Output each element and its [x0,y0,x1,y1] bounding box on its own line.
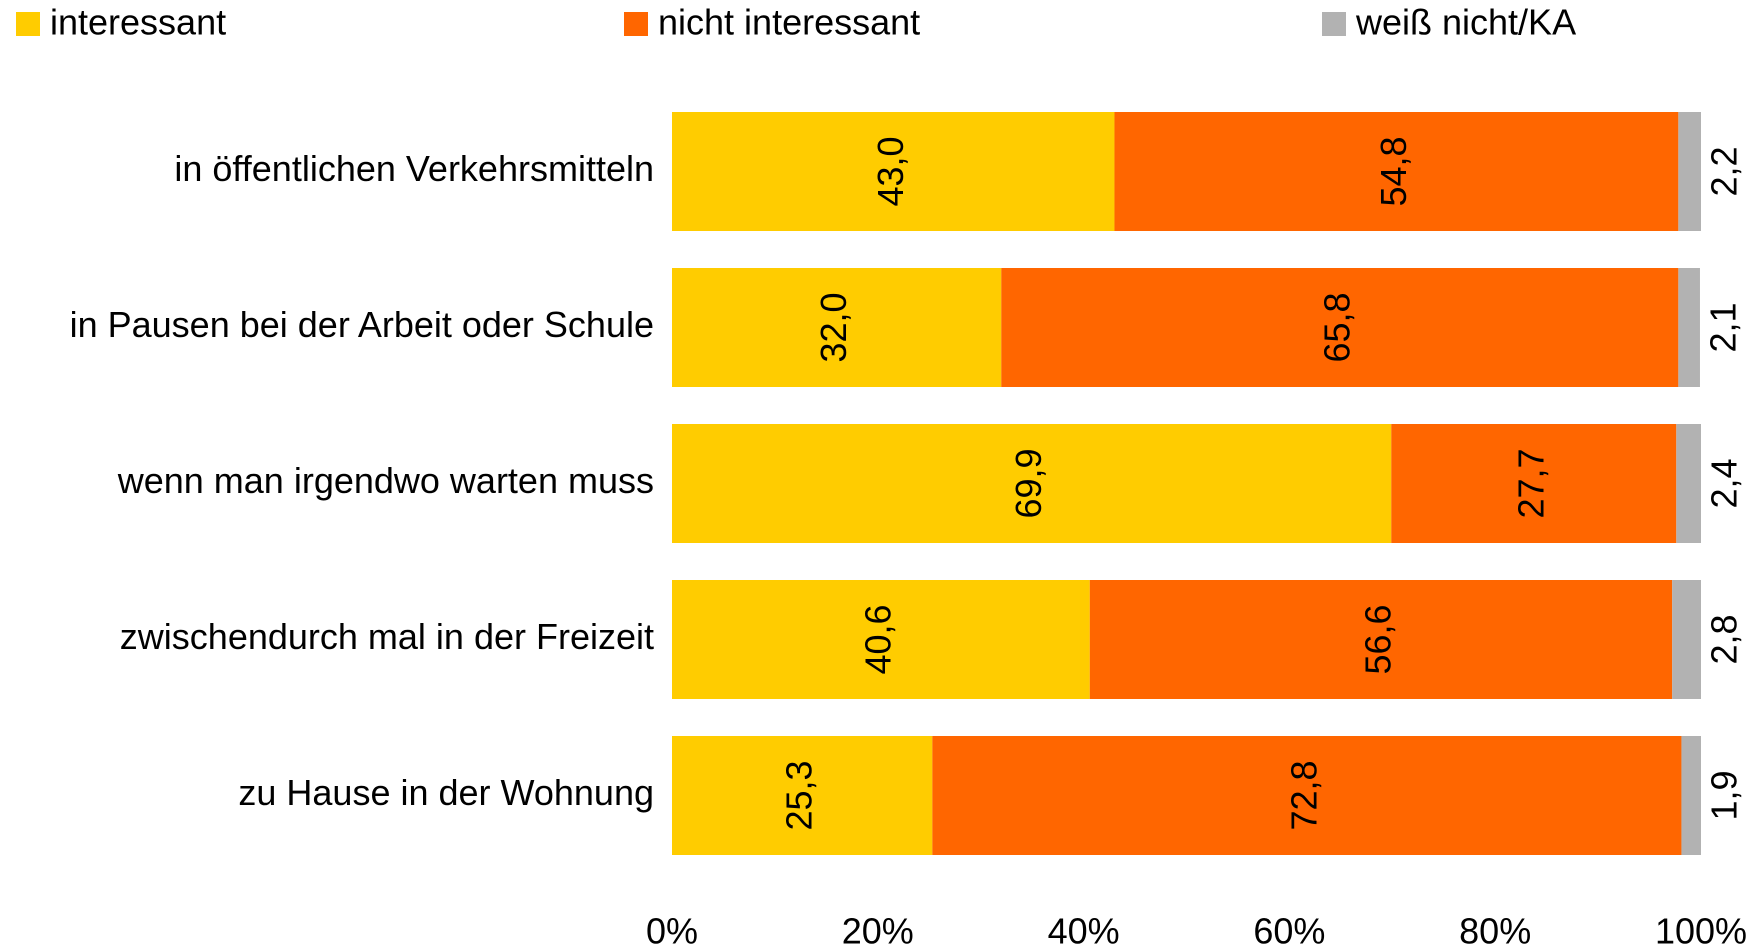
data-label: 27,7 [1510,448,1551,518]
bar-segment [1089,580,1673,699]
bar-segment [672,112,1115,231]
data-label: 2,4 [1704,458,1745,508]
x-tick-label: 20% [842,911,914,949]
data-label: 72,8 [1283,760,1324,830]
legend-label: nicht interessant [658,2,920,43]
data-label: 32,0 [813,292,854,362]
x-tick-label: 40% [1048,911,1120,949]
category-label: zu Hause in der Wohnung [238,772,654,813]
x-tick-label: 80% [1459,911,1531,949]
data-label: 2,1 [1702,302,1743,352]
category-label: wenn man irgendwo warten muss [117,460,654,501]
bar-segment [672,580,1090,699]
category-label: in öffentlichen Verkehrsmitteln [174,148,654,189]
legend-swatch [624,12,648,36]
bar-segment [672,268,1002,387]
category-label: in Pausen bei der Arbeit oder Schule [70,304,654,345]
bar-segment [1391,424,1677,543]
data-label: 54,8 [1373,136,1414,206]
bar-segment [1678,112,1701,231]
bar-segment [1681,736,1701,855]
legend-swatch [1322,12,1346,36]
bar-segment [1678,268,1700,387]
data-label: 25,3 [779,760,820,830]
x-tick-label: 100% [1655,911,1747,949]
data-label: 1,9 [1704,770,1745,820]
legend-label: weiß nicht/KA [1355,2,1576,43]
legend-swatch [16,12,40,36]
category-label: zwischendurch mal in der Freizeit [120,616,654,657]
bar-segment [672,424,1392,543]
x-tick-label: 0% [646,911,698,949]
data-label: 69,9 [1008,448,1049,518]
data-label: 40,6 [857,604,898,674]
bar-segment [932,736,1682,855]
data-label: 2,2 [1704,146,1745,196]
bar-segment [1672,580,1701,699]
x-tick-label: 60% [1253,911,1325,949]
data-label: 65,8 [1316,292,1357,362]
data-label: 2,8 [1704,614,1745,664]
bar-segment [1114,112,1679,231]
data-label: 43,0 [870,136,911,206]
bar-segment [672,736,933,855]
bar-segment [1676,424,1701,543]
bar-segment [1001,268,1679,387]
data-label: 56,6 [1357,604,1398,674]
legend-label: interessant [50,2,226,43]
